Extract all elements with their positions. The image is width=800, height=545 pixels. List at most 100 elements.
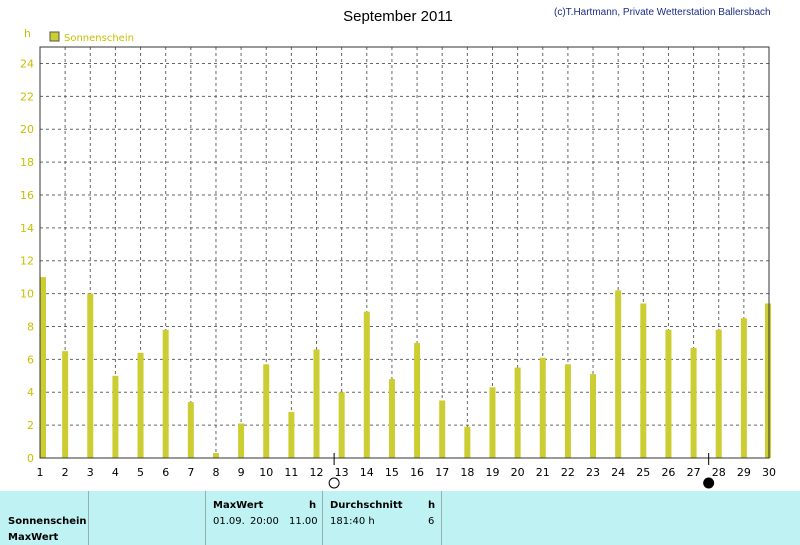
bar-day-6 (162, 329, 169, 458)
x-tick-label: 1 (37, 466, 44, 479)
max-time: 20:00 (250, 516, 279, 527)
bar-day-7 (187, 402, 194, 458)
bar-day-10 (263, 364, 270, 458)
bar-day-14 (363, 311, 370, 458)
divider (441, 491, 442, 545)
y-tick-label: 18 (20, 156, 34, 169)
new-moon-icon (703, 477, 715, 489)
divider (205, 491, 206, 545)
divider (88, 491, 89, 545)
avg-header: Durchschnitt (330, 500, 403, 511)
x-tick-label: 8 (212, 466, 219, 479)
avg-unit: h (428, 500, 436, 511)
x-tick-label: 13 (335, 466, 349, 479)
bar-day-23 (590, 374, 597, 458)
y-tick-label: 8 (27, 320, 34, 333)
x-tick-label: 17 (435, 466, 449, 479)
bars (40, 277, 771, 458)
bar-day-29 (740, 318, 747, 458)
bar-day-9 (238, 423, 245, 458)
bar-day-5 (137, 352, 144, 458)
bar-day-3 (87, 293, 94, 458)
x-tick-label: 11 (284, 466, 298, 479)
x-tick-label: 7 (187, 466, 194, 479)
max-header: MaxWert (213, 500, 264, 511)
y-tick-label: 6 (27, 353, 34, 366)
x-tick-label: 10 (259, 466, 273, 479)
bar-day-30 (765, 303, 771, 458)
bar-day-19 (489, 387, 496, 458)
x-tick-label: 21 (536, 466, 550, 479)
grid (40, 47, 769, 458)
x-tick-label: 29 (737, 466, 751, 479)
x-tick-label: 9 (238, 466, 245, 479)
x-tick-label: 16 (410, 466, 424, 479)
x-axis-ticks: 1 2 3 4 5 6 7 8 9 10 11 12 13 14 15 16 17 18 19 20 21 22 23 24 2… (37, 466, 777, 479)
bar-day-18 (464, 426, 471, 458)
bar-day-21 (539, 357, 546, 458)
chart-credit: (c)T.Hartmann, Private Wetterstation Bal… (554, 7, 771, 18)
divider (322, 491, 323, 545)
y-tick-label: 0 (27, 452, 34, 465)
bar-day-24 (615, 290, 622, 458)
x-tick-label: 5 (137, 466, 144, 479)
bar-day-27 (690, 347, 697, 458)
legend: Sonnenschein (49, 31, 134, 44)
bar-day-1 (40, 277, 46, 458)
bar-day-12 (313, 349, 320, 458)
x-tick-label: 23 (586, 466, 600, 479)
chart-title: September 2011 (343, 8, 453, 25)
full-moon-icon (328, 477, 340, 489)
x-tick-label: 19 (485, 466, 499, 479)
row-label-sunshine: Sonnenschein (8, 516, 87, 527)
bar-day-16 (414, 342, 421, 458)
y-tick-label: 12 (20, 255, 34, 268)
x-tick-label: 15 (385, 466, 399, 479)
x-tick-label: 6 (162, 466, 169, 479)
x-tick-label: 30 (762, 466, 776, 479)
bar-day-13 (338, 392, 345, 458)
legend-swatch (49, 31, 60, 42)
sunshine-chart: September 2011 (c)T.Hartmann, Private We… (20, 7, 777, 489)
y-tick-label: 14 (20, 222, 34, 235)
x-tick-label: 27 (687, 466, 701, 479)
x-tick-label: 14 (360, 466, 374, 479)
bar-day-2 (62, 351, 69, 458)
x-tick-label: 22 (561, 466, 575, 479)
avg-value: 6 (428, 516, 435, 527)
x-tick-label: 24 (611, 466, 625, 479)
bar-day-11 (288, 411, 295, 458)
bar-day-8 (212, 453, 219, 458)
x-tick-label: 12 (310, 466, 324, 479)
y-tick-label: 4 (27, 386, 34, 399)
statistics-panel: Sonnenschein MaxWert MaxWert h 01.09. 20… (0, 491, 800, 545)
y-tick-label: 22 (20, 90, 34, 103)
x-tick-label: 3 (87, 466, 94, 479)
x-tick-label: 25 (636, 466, 650, 479)
x-tick-label: 18 (460, 466, 474, 479)
max-value: 11.00 (289, 516, 318, 527)
total-sunshine: 181:40 h (330, 516, 375, 527)
y-tick-label: 20 (20, 123, 34, 136)
x-tick-label: 2 (62, 466, 69, 479)
moon-phase-markers (328, 453, 715, 489)
max-unit: h (309, 500, 317, 511)
legend-label: Sonnenschein (64, 33, 134, 44)
y-tick-label: 10 (20, 288, 34, 301)
x-tick-label: 4 (112, 466, 119, 479)
bar-day-4 (112, 375, 119, 458)
max-date: 01.09. (213, 516, 245, 527)
row-label-maxwert: MaxWert (8, 532, 59, 543)
bar-day-26 (665, 329, 672, 458)
bar-day-20 (514, 367, 521, 458)
bar-day-17 (439, 400, 446, 458)
bar-day-22 (564, 364, 571, 458)
y-tick-label: 24 (20, 57, 34, 70)
y-axis-label: h (24, 27, 31, 40)
plot-frame (39, 46, 770, 459)
x-tick-label: 28 (712, 466, 726, 479)
y-tick-label: 16 (20, 189, 34, 202)
bar-day-25 (640, 303, 647, 458)
bar-day-28 (715, 329, 722, 458)
